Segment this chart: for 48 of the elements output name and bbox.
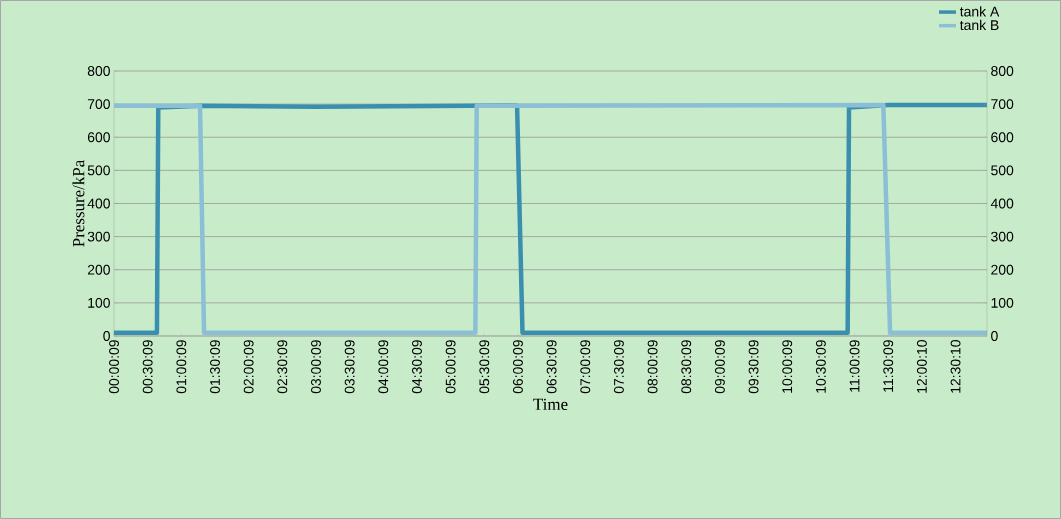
x-tick-label: 05:00:09 — [445, 340, 456, 394]
x-tick-label: 07:00:09 — [580, 340, 591, 394]
x-tick-label: 09:00:09 — [714, 340, 725, 394]
y-tick-label: 300 — [87, 231, 110, 242]
x-tick-label: 02:30:09 — [277, 340, 288, 394]
y2-tick-label: 500 — [991, 165, 1014, 176]
x-tick-label: 07:30:09 — [613, 340, 624, 394]
y2-tick-label: 200 — [991, 264, 1014, 275]
x-tick-label: 06:00:09 — [512, 340, 523, 394]
y2-tick-label: 400 — [990, 198, 1014, 209]
x-tick-label: 11:00:09 — [849, 340, 860, 392]
y2-tick-label: 800 — [991, 66, 1014, 76]
y-tick-label: 100 — [88, 297, 110, 308]
y2-tick-label: 100 — [991, 297, 1014, 308]
x-tick-label: 06:30:09 — [546, 340, 557, 394]
x-tick-label: 08:00:09 — [647, 340, 658, 394]
y2-tick-label: 300 — [991, 231, 1014, 242]
x-tick-label: 00:00:09 — [109, 340, 119, 394]
y-tick-label: 200 — [87, 264, 110, 275]
y-tick-label: 800 — [87, 66, 110, 76]
legend-label: tank A — [959, 6, 1000, 17]
x-tick-label: 10:00:09 — [782, 340, 793, 393]
y2-tick-label: 600 — [991, 132, 1014, 143]
y-tick-label: 400 — [87, 198, 110, 209]
y-tick-label: 500 — [87, 165, 110, 176]
y2-tick-label: 700 — [991, 99, 1014, 110]
x-tick-label: 02:00:09 — [243, 340, 254, 394]
x-tick-label: 09:30:09 — [748, 340, 759, 394]
x-tick-label: 04:00:09 — [378, 340, 389, 394]
x-tick-label: 03:30:09 — [344, 340, 355, 394]
x-tick-label: 00:30:09 — [142, 340, 153, 394]
x-tick-label: 04:30:09 — [412, 340, 422, 394]
legend-label: tank B — [959, 19, 999, 31]
x-tick-label: 12:30:10 — [950, 340, 961, 393]
y-tick-label: 600 — [87, 132, 110, 143]
x-tick-label: 10:30:09 — [815, 340, 826, 393]
x-tick-label: 11:30:09 — [883, 340, 894, 392]
x-tick-label: 08:30:09 — [681, 340, 692, 394]
x-tick-label: 01:30:09 — [210, 340, 220, 394]
y2-tick-label: 0 — [991, 331, 998, 341]
y-axis-title: Pressure/kPa — [72, 159, 85, 247]
x-tick-label: 03:00:09 — [311, 340, 321, 394]
x-axis-title: Time — [533, 398, 568, 411]
y-tick-label: 0 — [103, 331, 110, 341]
x-tick-label: 05:30:09 — [479, 340, 490, 394]
x-tick-label: 01:00:09 — [176, 340, 187, 394]
y-tick-label: 700 — [87, 99, 110, 110]
x-tick-label: 12:00:10 — [916, 340, 927, 393]
